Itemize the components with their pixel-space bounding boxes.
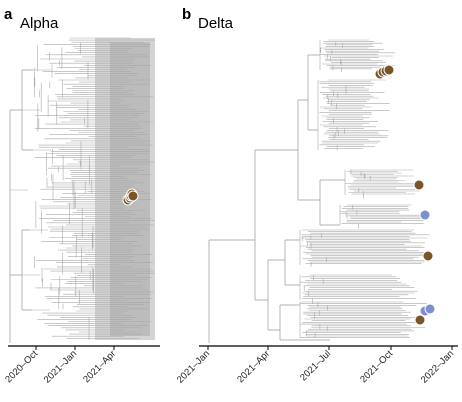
delta-cluster-marker	[383, 64, 395, 76]
panel-b: b Delta 2021–Jan 2021–Apr 2021–Jul 2021–…	[175, 6, 458, 386]
delta-clade-lower	[299, 274, 418, 304]
panel-a: a Alpha 2020–Oct 2021–Jan 2021–Apr	[3, 6, 160, 386]
delta-tree	[208, 39, 430, 343]
delta-backbone	[208, 54, 345, 343]
delta-clade-mid2	[339, 204, 425, 229]
delta-cluster-marker	[413, 179, 425, 191]
delta-clade-mid1	[344, 169, 420, 199]
delta-cluster-marker	[424, 303, 436, 315]
alpha-x-ticks: 2020–Oct 2021–Jan 2021–Apr	[3, 346, 118, 386]
alpha-tick-label: 2021–Jan	[42, 348, 79, 385]
delta-cluster-marker	[422, 250, 434, 262]
delta-cluster-marker	[419, 209, 431, 221]
delta-tick-label: 2021–Apr	[235, 348, 272, 385]
delta-clade-mid3	[299, 229, 430, 267]
panel-a-title: Alpha	[20, 15, 59, 32]
delta-x-ticks: 2021–Jan 2021–Apr 2021–Jul 2021–Oct 2022…	[175, 346, 456, 386]
alpha-tree	[9, 37, 155, 343]
alpha-tip-block	[95, 38, 155, 340]
delta-cluster-marker	[414, 314, 426, 326]
alpha-markers	[122, 188, 139, 206]
panel-a-letter: a	[4, 6, 13, 23]
delta-clade-upper	[317, 79, 390, 151]
delta-tick-label: 2021–Jan	[175, 348, 212, 385]
alpha-tick-label: 2021–Apr	[81, 348, 118, 385]
alpha-tick-label: 2020–Oct	[3, 348, 40, 385]
alpha-cluster-marker	[127, 190, 139, 202]
delta-tick-label: 2022–Jan	[419, 348, 456, 385]
delta-tick-label: 2021–Oct	[358, 348, 395, 385]
delta-clade-bottom	[299, 301, 427, 338]
delta-markers	[374, 64, 436, 326]
panel-b-title: Delta	[198, 15, 234, 32]
delta-tick-label: 2021–Jul	[298, 348, 333, 383]
delta-clade-top	[319, 39, 395, 72]
alpha-backbone	[9, 69, 33, 343]
panel-b-letter: b	[182, 6, 191, 23]
